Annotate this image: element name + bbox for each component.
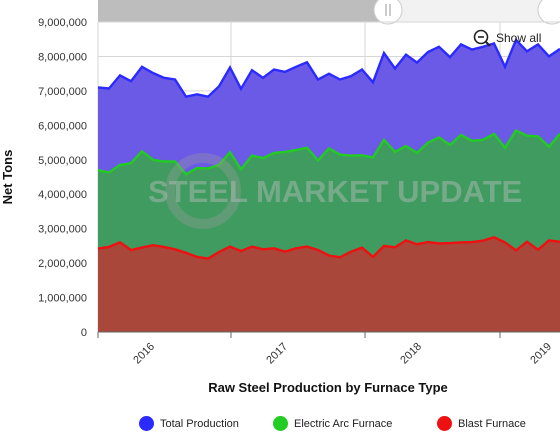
y-axis-label: Net Tons	[0, 150, 15, 205]
line-electric-arc-furnace	[97, 128, 560, 176]
y-tick-label: 9,000,000	[38, 17, 87, 29]
zoom-out-icon	[473, 29, 489, 45]
x-tick-label: 2018	[398, 341, 424, 367]
watermark-ring	[165, 153, 241, 229]
x-tick-label: 2019	[528, 341, 554, 367]
legend-marker	[273, 416, 288, 431]
x-axis-ticks: 2016 2017 2018 2019	[97, 332, 554, 367]
series-areas	[97, 37, 560, 333]
legend-label: Total Production	[160, 417, 239, 430]
zoom-out-handle	[485, 41, 491, 47]
y-tick-label: 5,000,000	[38, 155, 87, 167]
show-all-button[interactable]: Show all	[473, 29, 542, 47]
legend-item-blast-furnace[interactable]: Blast Furnace	[437, 416, 526, 431]
y-tick-label: 7,000,000	[38, 86, 87, 98]
x-tick-label: 2017	[264, 341, 290, 367]
y-tick-label: 8,000,000	[38, 51, 87, 63]
navigator-selected-range[interactable]	[388, 0, 560, 22]
show-all-label: Show all	[496, 31, 541, 45]
watermark-logo: STEEL MARKET UPDATE	[148, 153, 522, 229]
watermark-text: STEEL MARKET UPDATE	[148, 174, 522, 209]
y-tick-label: 0	[81, 327, 87, 339]
y-tick-label: 2,000,000	[38, 258, 87, 270]
chart-area: STEEL MARKET UPDATE 0 1,000,000 2,000,000 3…	[0, 0, 560, 395]
y-axis-ticks: 0 1,000,000 2,000,000 3,000,000 4,000,000 5,0…	[38, 17, 87, 339]
navigator-handle-left[interactable]	[373, 0, 403, 25]
y-tick-label: 4,000,000	[38, 189, 87, 201]
legend-item-total-production[interactable]: Total Production	[139, 416, 239, 431]
x-tick-label: 2016	[131, 341, 157, 367]
legend-label: Electric Arc Furnace	[294, 417, 393, 430]
navigator-handle-right[interactable]	[537, 0, 560, 25]
legend-item-electric-arc-furnace[interactable]: Electric Arc Furnace	[273, 416, 392, 431]
line-total-production	[97, 37, 560, 99]
line-blast-furnace	[97, 236, 560, 260]
x-axis-label: Raw Steel Production by Furnace Type	[208, 380, 448, 395]
legend: Total Production Electric Arc Furnace Blas…	[0, 416, 560, 434]
y-tick-label: 3,000,000	[38, 224, 87, 236]
y-tick-label: 6,000,000	[38, 120, 87, 132]
legend-label: Blast Furnace	[458, 417, 526, 430]
y-tick-label: 1,000,000	[38, 293, 87, 305]
legend-marker	[437, 416, 452, 431]
area-blast-furnace	[98, 237, 560, 332]
legend-marker	[139, 416, 154, 431]
